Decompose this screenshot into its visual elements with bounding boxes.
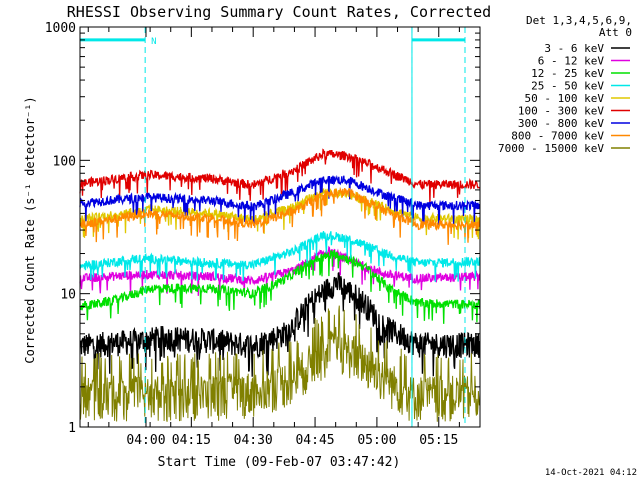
x-tick-label: 05:00: [357, 433, 396, 448]
legend-header-line-2: Att 0: [599, 26, 632, 39]
legend-label-5: 50 - 100 keV: [525, 92, 605, 105]
legend-label-9: 7000 - 15000 keV: [498, 142, 604, 155]
series-line-1: [79, 271, 481, 377]
legend-label-3: 12 - 25 keV: [531, 67, 604, 80]
legend-label-2: 6 - 12 keV: [538, 55, 605, 68]
series-line-6: [79, 148, 481, 205]
axes: 1 10 100 1000 04:00 04:15 04:30 04:45 05:00 05:15: [45, 21, 481, 448]
chart-title: RHESSI Observing Summary Count Rates, Co…: [67, 3, 491, 21]
series-line-3: [79, 249, 480, 324]
series-line-4: [79, 230, 481, 282]
y-axis-label: Corrected Count Rate (s⁻¹ detector⁻¹): [23, 96, 37, 363]
x-tick-label: 04:45: [295, 433, 334, 448]
x-tick-label: 04:30: [234, 433, 273, 448]
series-line-9: [79, 305, 481, 422]
y-tick-label: 100: [53, 154, 76, 169]
y-tick-label: 10: [60, 288, 76, 303]
y-tick-label: 1000: [45, 21, 76, 36]
annotation-1: N: [151, 37, 156, 47]
legend-header-line-1: Det 1,3,4,5,6,9,: [526, 14, 632, 27]
legend-label-4: 25 - 50 keV: [531, 80, 604, 93]
legend-label-8: 800 - 7000 keV: [511, 130, 604, 143]
x-tick-label: 05:15: [419, 433, 458, 448]
legend-label-6: 100 - 300 keV: [518, 105, 604, 118]
timestamp: 14-Oct-2021 04:12: [545, 468, 637, 478]
x-axis-label: Start Time (09-Feb-07 03:47:42): [158, 455, 401, 470]
plot-area: N: [79, 27, 481, 427]
series-line-8: [79, 186, 481, 245]
plot-frame: [79, 26, 481, 428]
series-line-7: [79, 174, 481, 226]
legend-label-1: 3 - 6 keV: [544, 42, 604, 55]
y-tick-label: 1: [68, 421, 76, 436]
legend-label-7: 300 - 800 keV: [518, 117, 604, 130]
series-line-2: [79, 245, 481, 296]
x-tick-label: 04:00: [126, 433, 165, 448]
x-tick-label: 04:15: [172, 433, 211, 448]
